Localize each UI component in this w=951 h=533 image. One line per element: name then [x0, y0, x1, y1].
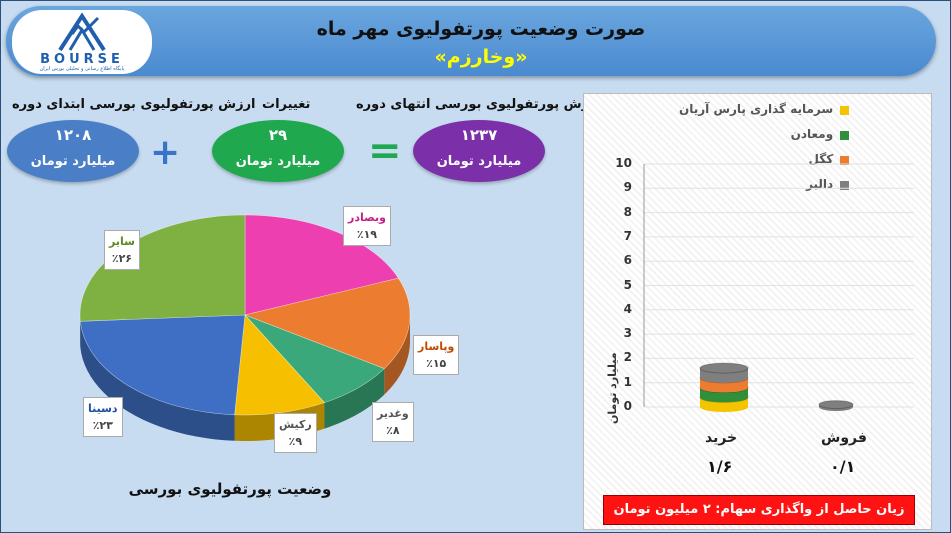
legend-item: کگل	[679, 152, 850, 177]
pie-slice-3	[234, 314, 326, 416]
change-value-oval: ۲۹ میلیارد تومان	[212, 120, 344, 182]
equals-icon: =	[368, 128, 402, 174]
pie-callout-vpasar: وپاسار ٪۱۵	[413, 335, 460, 375]
legend-swatch	[840, 106, 850, 115]
legend-label: ومعادن	[790, 127, 834, 141]
page-title: صورت وضعیت پورتفولیوی مهر ماه	[316, 18, 646, 40]
bar-segment-base-0-0	[700, 402, 748, 412]
x-category-buy: خرید	[705, 430, 738, 446]
y-tick-label: 8	[623, 204, 632, 219]
end-value-oval: ۱۲۳۷ میلیارد تومان	[413, 120, 545, 182]
bar-segment-base-0-1	[700, 392, 748, 403]
pie-callout-dsina: دسینا ٪۲۳	[83, 397, 123, 437]
x-category-sell: فروش	[821, 430, 867, 446]
pie-slice-1	[243, 277, 411, 369]
start-value: ۱۲۰۸	[54, 126, 92, 144]
end-value: ۱۲۳۷	[460, 126, 498, 144]
y-tick-label: 10	[615, 156, 632, 170]
change-value: ۲۹	[268, 126, 288, 144]
page-subtitle: «وخارزم»	[434, 46, 528, 68]
sell-value-label: ۰/۱	[830, 457, 856, 476]
slice-percent: ٪۲۶	[111, 252, 133, 265]
legend-swatch	[840, 131, 850, 140]
y-tick-label: 5	[623, 277, 632, 292]
slice-label: سایر	[109, 235, 135, 248]
header-bar: صورت وضعیت پورتفولیوی مهر ماه «وخارزم»	[6, 6, 936, 76]
change-label: تغییرات	[262, 97, 311, 112]
y-tick-label: 0	[623, 399, 632, 413]
y-tick-label: 9	[623, 180, 632, 195]
pie-chart-title: وضعیت پورتفولیوی بورسی	[128, 480, 332, 498]
change-unit: میلیارد تومان	[235, 154, 321, 169]
legend-item: سرمایه گذاری پارس آریان	[679, 102, 850, 127]
pie-slice-0	[244, 214, 399, 316]
y-tick-label: 3	[623, 326, 632, 341]
pie-callout-vghadir: وغدیر ٪۸	[372, 402, 414, 442]
end-unit: میلیارد تومان	[436, 154, 522, 169]
legend-swatch	[840, 156, 850, 165]
legend-label: سرمایه گذاری پارس آریان	[679, 102, 834, 116]
slice-label: رکیش	[279, 418, 312, 431]
legend-item: ومعادن	[679, 127, 850, 152]
pie-side-1	[384, 315, 410, 395]
bourse-logo: BOURSE پایگاه اطلاع رسانی و تحلیلی بورس …	[12, 10, 152, 74]
trade-chart-panel: سرمایه گذاری پارس آریان ومعادن کگل دالبر…	[583, 93, 932, 530]
slice-label: وغدیر	[377, 407, 409, 420]
slice-percent: ٪۱۵	[426, 357, 447, 370]
start-value-label: ارزش پورتفولیوی بورسی ابتدای دوره	[12, 97, 256, 112]
bar-segment-base-0-3	[700, 372, 748, 383]
slice-label: وبصادر	[348, 211, 386, 224]
start-unit: میلیارد تومان	[30, 154, 116, 169]
slice-label: دسینا	[88, 402, 118, 415]
bar-segment-top-1-3	[818, 400, 854, 410]
bar-segment-base-0-2	[700, 382, 748, 393]
y-tick-label: 7	[623, 228, 632, 243]
legend-swatch	[840, 181, 850, 190]
pie-slice-4	[79, 314, 246, 416]
y-tick-label: 6	[623, 253, 632, 268]
end-value-label: ارزش پورتفولیوی بورسی انتهای دوره	[356, 97, 602, 112]
logo-mark-icon	[58, 12, 106, 52]
legend-label: کگل	[808, 152, 834, 166]
y-tick-label: 1	[623, 374, 632, 389]
pie-callout-other: سایر ٪۲۶	[104, 230, 140, 270]
logo-subtext: پایگاه اطلاع رسانی و تحلیلی بورس ایران	[39, 66, 125, 72]
legend-label: دالبر	[806, 177, 834, 191]
slice-percent: ٪۲۳	[92, 419, 113, 432]
loss-banner: زیان حاصل از واگذاری سهام: ۲ میلیون توما…	[603, 495, 915, 525]
chart-legend: سرمایه گذاری پارس آریان ومعادن کگل دالبر	[679, 102, 850, 202]
start-value-oval: ۱۲۰۸ میلیارد تومان	[7, 120, 139, 182]
logo-word: BOURSE	[40, 52, 124, 67]
plus-icon: +	[150, 132, 181, 173]
pie-callout-rkish: رکیش ٪۹	[274, 413, 317, 453]
y-tick-label: 2	[623, 350, 632, 365]
slice-percent: ٪۱۹	[356, 228, 378, 241]
pie-callout-vbsader: وبصادر ٪۱۹	[343, 206, 391, 246]
panel-background	[584, 94, 931, 529]
slice-percent: ٪۹	[288, 435, 303, 448]
legend-item: دالبر	[679, 177, 850, 202]
slice-label: وپاسار	[418, 340, 455, 353]
y-tick-label: 4	[623, 301, 632, 316]
buy-value-label: ۱/۶	[707, 457, 733, 476]
trade-bar-chart	[643, 163, 914, 412]
bar-segment-top-0-3	[699, 362, 749, 374]
slice-percent: ٪۸	[386, 424, 400, 437]
pie-side-2	[324, 368, 385, 429]
